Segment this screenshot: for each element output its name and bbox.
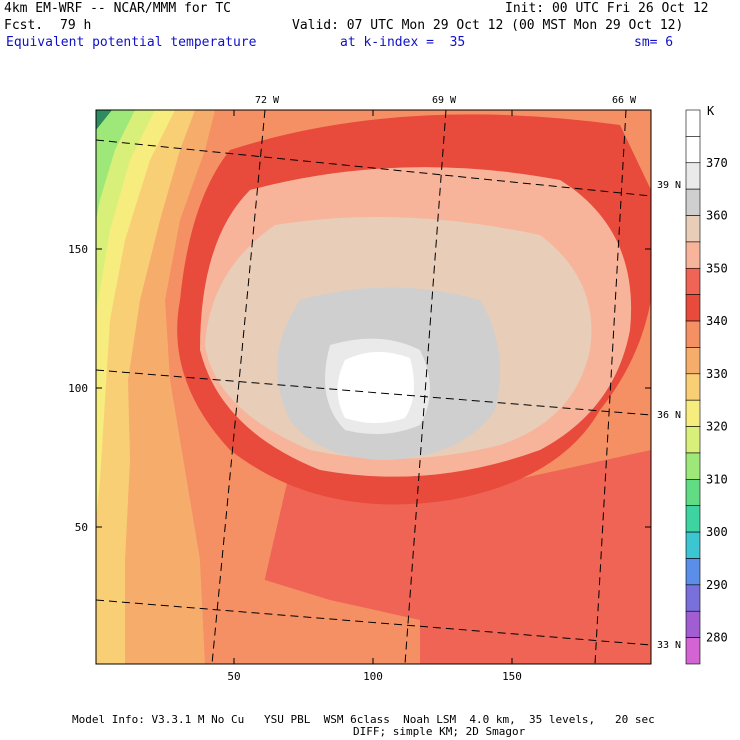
colorbar-swatch: [685, 558, 701, 586]
colorbar-label: 290: [706, 578, 728, 592]
lon-label-69w: 69 W: [432, 95, 457, 106]
colorbar-swatch: [685, 399, 701, 427]
colorbar-swatch: [685, 294, 701, 322]
colorbar-swatch: [685, 452, 701, 480]
colorbar-swatch: [685, 426, 701, 454]
axis-ticks: [96, 110, 651, 664]
model-title: 4km EM-WRF -- NCAR/MMM for TC: [4, 1, 231, 16]
forecast-label: Fcst.: [4, 18, 44, 33]
colorbar-swatch: [685, 320, 701, 348]
colorbar-swatch: [685, 637, 701, 665]
lon-label-72w: 72 W: [255, 95, 280, 106]
x-tick-label: 100: [363, 670, 383, 683]
y-tick-label: 100: [68, 382, 88, 395]
lat-label-36n: 36 N: [657, 410, 681, 421]
colorbar-label: 370: [706, 156, 728, 170]
colorbar-label: 310: [706, 472, 728, 486]
colorbar-label: 300: [706, 525, 728, 539]
level-label: at k-index = 35: [340, 35, 466, 50]
lat-lon-grid: [96, 110, 651, 664]
init-time: Init: 00 UTC Fri 26 Oct 12: [505, 1, 709, 16]
colorbar-swatch: [685, 584, 701, 612]
colorbar-label: 360: [706, 209, 728, 223]
colorbar-swatch: [685, 241, 701, 269]
colorbar-swatch: [685, 347, 701, 375]
colorbar-swatch: [685, 531, 701, 559]
model-info: Model Info: V3.3.1 M No Cu YSU PBL WSM 6…: [72, 713, 655, 726]
colorbar-swatch: [685, 215, 701, 243]
colorbar-swatch: [685, 267, 701, 295]
lon-label-66w: 66 W: [612, 95, 637, 106]
colorbar-label: 280: [706, 631, 728, 645]
colorbar-swatch: [685, 109, 701, 137]
colorbar-label: 330: [706, 367, 728, 381]
y-tick-label: 50: [75, 521, 88, 534]
colorbar-label: 340: [706, 314, 728, 328]
colorbar-swatch: [685, 479, 701, 507]
lat-label-33n: 33 N: [657, 640, 681, 651]
colorbar-swatch: [685, 505, 701, 533]
smoothing-label: sm= 6: [634, 35, 674, 50]
model-info-physics: DIFF; simple KM; 2D Smagor: [353, 725, 526, 738]
valid-time: Valid: 07 UTC Mon 29 Oct 12 (00 MST Mon …: [292, 18, 684, 33]
colorbar-swatch: [685, 136, 701, 164]
field-name: Equivalent potential temperature: [6, 35, 257, 50]
colorbar-label: 320: [706, 420, 728, 434]
colorbar-swatch: [685, 373, 701, 401]
y-tick-label: 150: [68, 243, 88, 256]
colorbar-label: 350: [706, 261, 728, 275]
colorbar-swatch: [685, 188, 701, 216]
colorbar-swatch: [685, 610, 701, 638]
theta-e-field: [96, 110, 651, 664]
forecast-hour: 79 h: [60, 18, 92, 33]
colorbar-swatch: [685, 162, 701, 190]
colorbar-unit: K: [707, 104, 715, 118]
x-tick-label: 50: [227, 670, 240, 683]
lat-label-39n: 39 N: [657, 180, 681, 191]
colorbar: 370 360 350 340 330 320 310 300 290 280: [685, 109, 728, 665]
x-tick-label: 150: [502, 670, 522, 683]
